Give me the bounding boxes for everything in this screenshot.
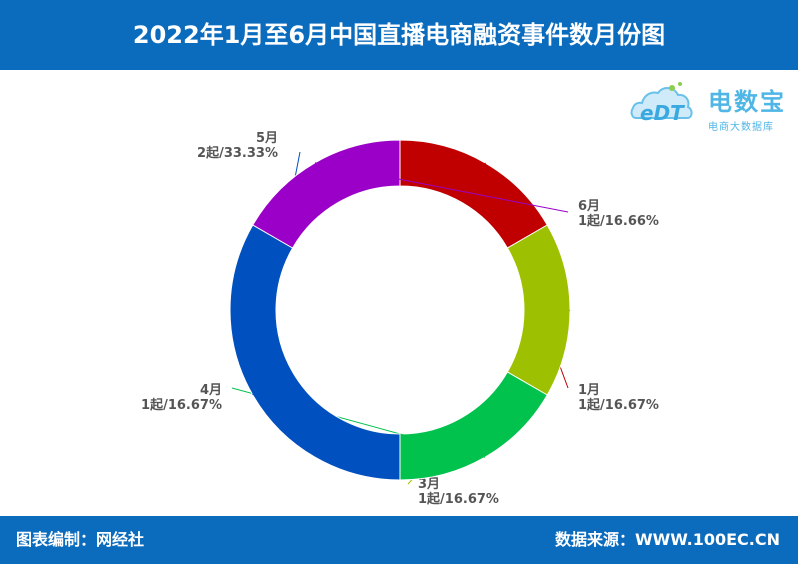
slice-4	[230, 225, 400, 480]
slice-value-label-3: 1起/16.67%	[141, 397, 222, 413]
slice-name-label-2: 3月	[418, 477, 440, 492]
slice-name-label-5: 6月	[578, 199, 600, 214]
data-source: 数据来源：WWW.100EC.CN	[555, 516, 780, 564]
slice-value-label-4: 2起/33.33%	[197, 145, 278, 161]
donut-chart: 1月1起/16.67%3月1起/16.67%4月1起/16.67%5月2起/33…	[0, 70, 798, 516]
slice-3	[400, 372, 547, 480]
slice-name-label-1: 1月	[578, 383, 600, 398]
slice-2	[507, 225, 570, 395]
slice-name-label-3: 4月	[200, 383, 222, 398]
chart-title: 2022年1月至6月中国直播电商融资事件数月份图	[0, 0, 798, 70]
slice-value-label-2: 1起/16.67%	[418, 491, 499, 507]
chart-author: 图表编制：网经社	[16, 516, 144, 564]
slice-name-label-4: 5月	[256, 131, 278, 146]
footer-bar: 图表编制：网经社 数据来源：WWW.100EC.CN	[0, 516, 798, 564]
slice-value-label-1: 1起/16.67%	[578, 397, 659, 413]
slice-value-label-5: 1起/16.66%	[578, 213, 659, 229]
